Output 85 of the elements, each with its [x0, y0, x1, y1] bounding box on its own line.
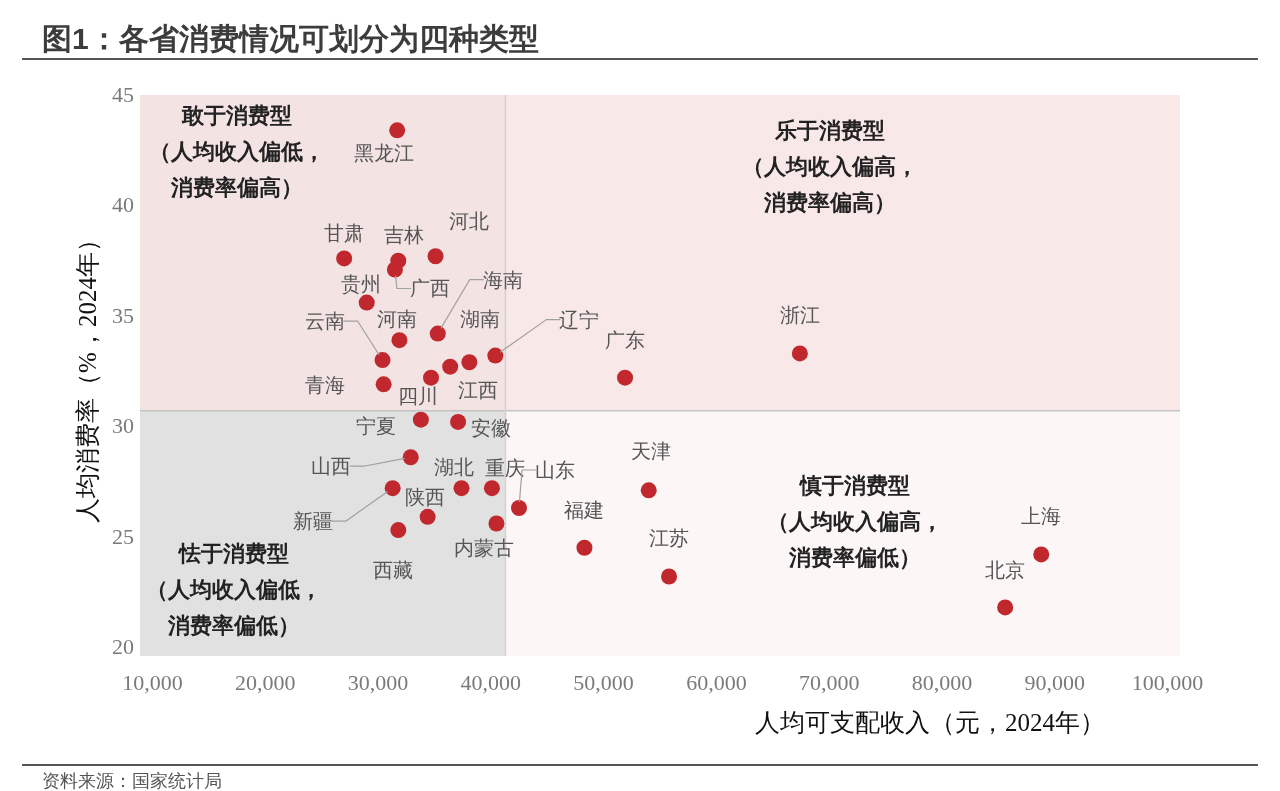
- annotation: 辽宁: [559, 308, 600, 331]
- point: [487, 347, 504, 364]
- annotation: 江苏: [649, 527, 690, 550]
- annotation: 湖南: [460, 308, 501, 331]
- annotation: 上海: [1021, 505, 1062, 528]
- annotation: 内蒙古: [454, 537, 515, 560]
- annotation: 慎于消费型（人均收入偏高，消费率偏低）: [767, 473, 943, 570]
- x-tick-label: 30,000: [347, 670, 409, 695]
- point: [997, 599, 1014, 616]
- point: [461, 354, 478, 371]
- x-tick-label: 50,000: [573, 670, 634, 695]
- point: [374, 352, 391, 369]
- annotation: 乐于消费型（人均收入偏高，消费率偏高）: [742, 118, 918, 215]
- y-tick-label: 45: [112, 82, 134, 107]
- y-axis-title: 人均消费率（%，2024年）: [73, 227, 101, 523]
- point: [791, 345, 808, 362]
- annotation: 怯于消费型（人均收入偏低，消费率偏低）: [146, 541, 322, 638]
- y-tick-label: 20: [112, 634, 134, 660]
- point: [511, 500, 527, 517]
- annotation: 北京: [985, 559, 1026, 582]
- point: [358, 294, 375, 311]
- x-tick-label: 80,000: [911, 670, 973, 695]
- x-tick-label: 20,000: [234, 670, 296, 695]
- y-tick-label: 25: [112, 523, 134, 549]
- point: [390, 522, 407, 539]
- annotation: 浙江: [779, 304, 820, 327]
- x-tick-label: 60,000: [686, 670, 747, 695]
- point: [389, 122, 406, 139]
- point: [453, 480, 470, 497]
- annotation: 福建: [564, 498, 605, 521]
- point: [661, 568, 678, 585]
- point: [375, 376, 392, 393]
- annotation: 四川: [398, 384, 439, 407]
- x-tick-label: 70,000: [798, 670, 860, 695]
- x-tick-label: 10,000: [122, 670, 183, 695]
- annotation: 甘肃: [324, 222, 365, 245]
- annotation: 青海: [304, 374, 345, 397]
- annotation: 广西: [409, 277, 450, 300]
- x-tick-label: 40,000: [460, 670, 522, 695]
- annotation: 云南: [304, 310, 345, 333]
- point: [617, 369, 634, 386]
- annotation: 广东: [605, 328, 646, 351]
- annotation: 吉林: [384, 223, 425, 246]
- annotation: 江西: [458, 378, 499, 401]
- point: [483, 480, 500, 497]
- point: [576, 539, 593, 556]
- point: [442, 358, 459, 375]
- point: [429, 325, 446, 342]
- point: [427, 248, 444, 265]
- point: [384, 480, 401, 497]
- point: [336, 250, 353, 267]
- y-tick-label: 40: [112, 192, 134, 218]
- point: [402, 449, 419, 466]
- point: [412, 411, 429, 428]
- point: [391, 332, 408, 349]
- x-tick-label: 100,000: [1131, 670, 1204, 695]
- point: [488, 515, 505, 532]
- text: 资料来源：国家统计局: [42, 771, 222, 791]
- annotation: 贵州: [340, 272, 381, 295]
- point: [419, 508, 436, 525]
- annotation: 陕西: [404, 485, 445, 508]
- annotation: 黑龙江: [354, 142, 415, 165]
- x-tick-label: 90,000: [1024, 670, 1086, 695]
- annotation: 新疆: [292, 510, 333, 533]
- annotation: 重庆: [484, 457, 525, 480]
- annotation: 湖北: [434, 456, 475, 479]
- annotation: 宁夏: [355, 414, 396, 437]
- chart-title: 图1：各省消费情况可划分为四种类型: [42, 22, 539, 55]
- annotation: 河南: [377, 308, 418, 331]
- annotation: 山西: [310, 455, 351, 478]
- annotation: 天津: [630, 440, 671, 463]
- point: [423, 369, 440, 386]
- point: [640, 482, 657, 499]
- point: [386, 261, 403, 278]
- annotation: 山东: [535, 459, 575, 482]
- y-tick-label: 35: [112, 302, 134, 328]
- annotation: 海南: [482, 268, 523, 291]
- annotation: 河北: [448, 210, 489, 233]
- annotation: 西藏: [373, 559, 414, 582]
- annotation: 敢于消费型（人均收入偏低，消费率偏高）: [149, 103, 325, 200]
- point: [450, 413, 467, 430]
- x-axis-title: 人均可支配收入（元，2024年）: [755, 709, 1105, 736]
- y-tick-label: 30: [112, 413, 134, 439]
- point: [1033, 546, 1050, 563]
- annotation: 安徽: [471, 416, 512, 439]
